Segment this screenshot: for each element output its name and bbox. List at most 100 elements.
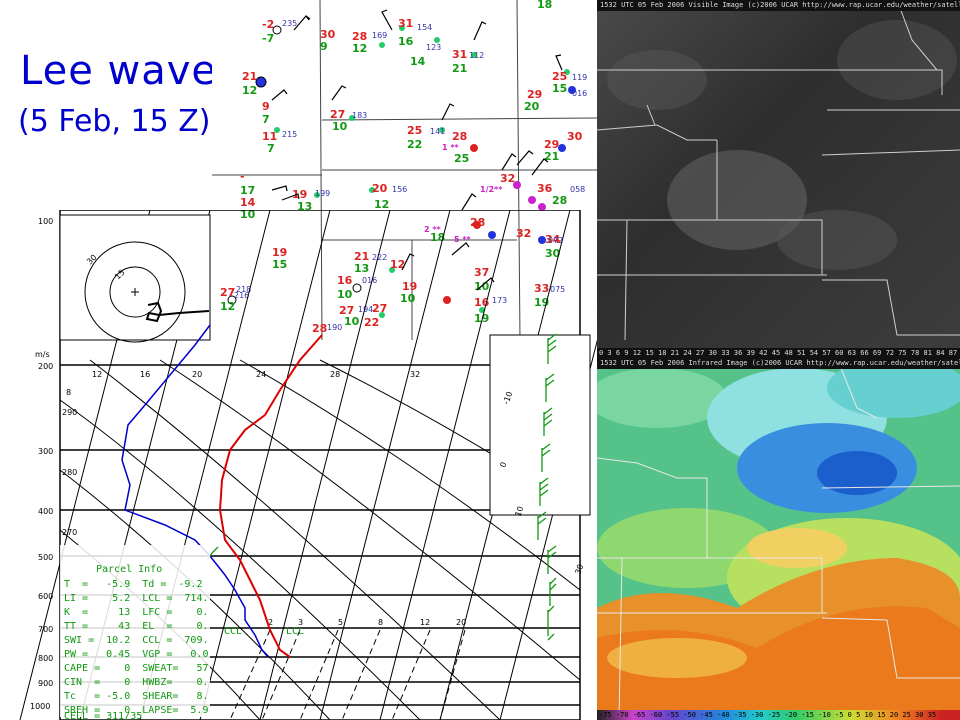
svg-text:16: 16 xyxy=(337,274,353,287)
mixing-ratio-label: 5 xyxy=(338,618,343,627)
svg-text:13: 13 xyxy=(354,262,369,275)
svg-text:27: 27 xyxy=(330,108,345,121)
svg-text:19: 19 xyxy=(402,280,417,293)
svg-text:-: - xyxy=(240,170,245,183)
svg-text:18: 18 xyxy=(537,0,552,11)
svg-text:31: 31 xyxy=(452,48,467,61)
svg-text:10: 10 xyxy=(332,120,348,133)
parcel-row: Tc = -5.0 SHEAR= 8. xyxy=(64,691,209,702)
visible-brightness-scale: 0 3 6 9 12 15 18 21 24 27 30 33 36 39 42… xyxy=(597,348,960,358)
svg-text:22: 22 xyxy=(364,316,379,329)
svg-text:29: 29 xyxy=(544,138,559,151)
svg-text:14: 14 xyxy=(410,55,426,68)
wind-barb-column xyxy=(207,333,557,641)
svg-text:37: 37 xyxy=(474,266,489,279)
svg-text:12: 12 xyxy=(242,84,257,97)
svg-text:20: 20 xyxy=(372,182,388,195)
svg-text:12: 12 xyxy=(390,258,405,271)
slide-title: Lee waves xyxy=(20,48,239,94)
svg-text:27: 27 xyxy=(220,286,235,299)
svg-text:1 **: 1 ** xyxy=(442,143,460,152)
parcel-row: SWI = 10.2 CCL = 709. xyxy=(64,635,209,646)
parcel-row: LI = 5.2 LCL = 714. xyxy=(64,593,209,604)
svg-text:27: 27 xyxy=(372,302,387,315)
svg-text:18: 18 xyxy=(430,231,445,244)
svg-text:2 **: 2 ** xyxy=(424,225,442,234)
station-id: 216 xyxy=(234,291,249,300)
svg-text:29: 29 xyxy=(527,88,542,101)
isotherm-label: 12 xyxy=(92,370,102,379)
isotherm-label: 24 xyxy=(256,370,266,379)
svg-text:12: 12 xyxy=(374,198,389,211)
svg-text:19: 19 xyxy=(292,188,307,201)
temperature-profile xyxy=(218,334,323,658)
svg-text:7: 7 xyxy=(267,142,275,155)
svg-text:31: 31 xyxy=(398,17,413,30)
svg-text:10: 10 xyxy=(240,208,256,221)
svg-text:28: 28 xyxy=(470,216,485,229)
station-id: 173 xyxy=(492,296,507,305)
station-id: 169 xyxy=(372,31,387,40)
parcel-row: K = 13 LFC = 0. xyxy=(64,607,209,618)
svg-text:30: 30 xyxy=(545,247,561,260)
pressure-label: 300 xyxy=(38,447,53,456)
svg-text:12: 12 xyxy=(220,300,235,313)
parcel-info-box: Parcel Info T = -5.9 Td = -9.2 LI = 5.2 … xyxy=(60,545,210,717)
right-scale-label: 0 xyxy=(498,461,508,469)
svg-text:32: 32 xyxy=(516,227,531,240)
station-id: 141 xyxy=(430,127,445,136)
svg-text:1/2**: 1/2** xyxy=(480,185,503,194)
pressure-label: 500 xyxy=(38,553,53,562)
surface-station-map: -2 -7 30 9 28 12 31 16 14 31 21 25 15 29 20 21 1… xyxy=(212,0,597,340)
right-scale-label: 10 xyxy=(513,505,525,518)
station-id: 190 xyxy=(327,323,342,332)
mixing-ratio-label: 3 xyxy=(298,618,303,627)
station-id: 222 xyxy=(372,253,387,262)
parcel-row: CELL = 311/35 xyxy=(64,711,142,720)
mixing-ratio-label: 12 xyxy=(420,618,430,627)
svg-text:12: 12 xyxy=(352,42,367,55)
svg-text:9: 9 xyxy=(320,40,328,53)
svg-text:25: 25 xyxy=(407,124,422,137)
isotherm-label: 20 xyxy=(192,370,202,379)
wind-unit-label: m/s xyxy=(35,350,50,359)
isotherm-label: 8 xyxy=(66,388,71,397)
lcl-marker-label: LCL xyxy=(286,626,304,637)
svg-text:28: 28 xyxy=(352,30,367,43)
svg-text:-2: -2 xyxy=(262,18,274,31)
infrared-temperature-scale: -75 -70 -65 -60 -55 -50 -45 -40 -35 -30 … xyxy=(597,710,960,720)
svg-text:20: 20 xyxy=(524,100,540,113)
hodograph: 30 15 xyxy=(59,214,211,343)
svg-text:15: 15 xyxy=(552,82,567,95)
pressure-label: 200 xyxy=(38,362,53,371)
theta-label: 270 xyxy=(62,528,77,537)
pressure-label: 800 xyxy=(38,654,53,663)
svg-text:17: 17 xyxy=(240,184,255,197)
svg-text:28: 28 xyxy=(452,130,467,143)
svg-text:19: 19 xyxy=(272,246,287,259)
svg-text:21: 21 xyxy=(354,250,369,263)
svg-text:5 **: 5 ** xyxy=(454,235,472,244)
svg-text:27: 27 xyxy=(339,304,354,317)
infrared-image-header: 1532 UTC 05 Feb 2006 Infrared Image (c)2… xyxy=(597,358,960,369)
station-id: 075 xyxy=(550,285,565,294)
parcel-row: CAPE = 0 SWEAT= 57 xyxy=(64,663,209,674)
pressure-label: 600 xyxy=(38,592,53,601)
station-id: 218 xyxy=(236,285,251,294)
svg-text:15: 15 xyxy=(272,258,287,271)
parcel-row: CIN = 0 HWBZ= 0. xyxy=(64,677,209,688)
theta-label: 290 xyxy=(62,408,77,417)
svg-text:33: 33 xyxy=(534,282,549,295)
parcel-info-title: Parcel Info xyxy=(96,564,162,575)
visible-image-header: 1532 UTC 05 Feb 2006 Visible Image (c)20… xyxy=(597,0,960,11)
svg-text:22: 22 xyxy=(407,138,422,151)
parcel-row: SREH = 0 LAPSE= 5.9 xyxy=(64,705,209,716)
svg-text:28: 28 xyxy=(552,194,567,207)
parcel-row: T = -5.9 Td = -9.2 xyxy=(64,579,202,590)
isotherm-label: 32 xyxy=(410,370,420,379)
station-id: 058 xyxy=(570,185,585,194)
svg-text:28: 28 xyxy=(312,322,327,335)
svg-text:25: 25 xyxy=(552,70,567,83)
svg-text:19: 19 xyxy=(474,312,489,325)
pressure-label: 100 xyxy=(38,217,53,226)
